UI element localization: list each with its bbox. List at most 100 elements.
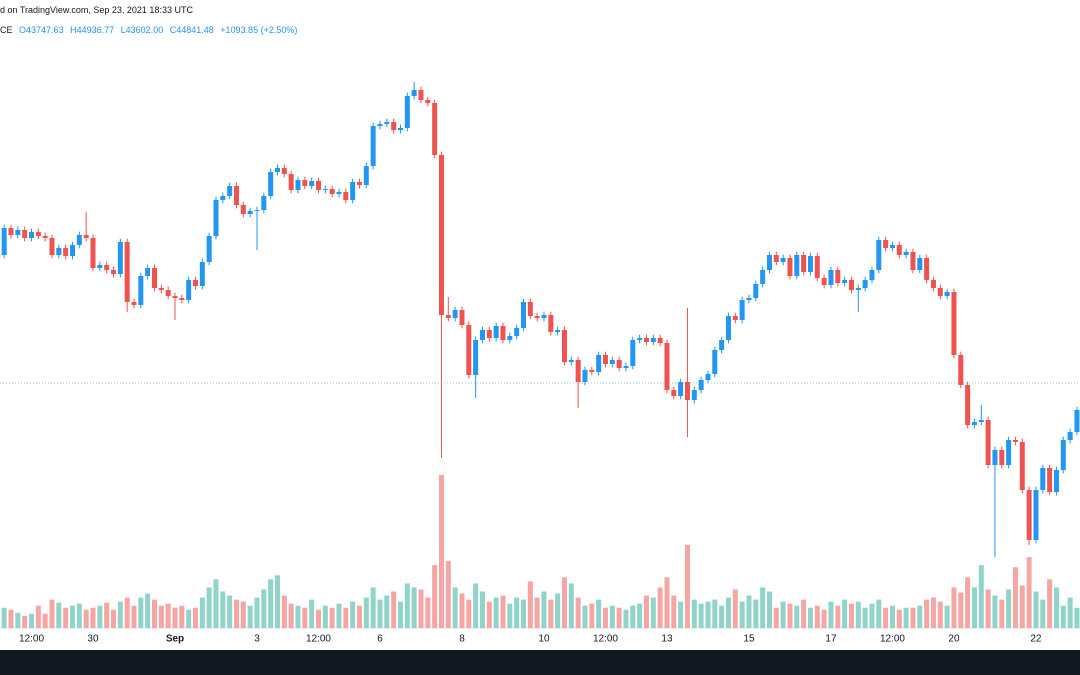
volume-bar xyxy=(965,577,971,628)
volume-bar xyxy=(172,607,178,628)
volume-bar xyxy=(712,599,718,628)
volume-bar xyxy=(363,597,369,628)
candle-body xyxy=(138,276,144,305)
volume-bar xyxy=(575,597,581,628)
volume-bar xyxy=(896,609,902,628)
candle-body xyxy=(1,228,7,255)
ohlc-close: C44841.48 xyxy=(169,25,214,35)
volume-bar xyxy=(336,603,342,628)
candle-body xyxy=(637,338,643,340)
candle-body xyxy=(1047,468,1053,492)
volume-bar xyxy=(937,601,943,628)
candle-body xyxy=(322,189,328,190)
volume-bar xyxy=(35,605,41,628)
candle-body xyxy=(35,232,41,236)
volume-bar xyxy=(397,601,403,628)
candle-body xyxy=(561,330,567,362)
volume-bar xyxy=(842,599,848,628)
volume-bar xyxy=(42,613,48,628)
candle-body xyxy=(548,315,554,332)
volume-bar xyxy=(664,577,670,628)
candle-body xyxy=(568,360,574,362)
volume-bar xyxy=(15,612,21,628)
volume-bar xyxy=(322,605,328,628)
candle-body xyxy=(835,270,841,283)
candle-body xyxy=(15,230,21,235)
volume-bar xyxy=(1006,589,1012,628)
volume-bar xyxy=(971,587,977,628)
candle-body xyxy=(459,310,465,325)
candle-body xyxy=(698,380,704,390)
volume-bar xyxy=(63,607,69,628)
candle-body xyxy=(261,196,267,210)
volume-bar xyxy=(261,589,267,628)
volume-bar xyxy=(596,599,602,628)
candle-body xyxy=(664,343,670,390)
candle-body xyxy=(527,302,533,316)
x-tick-label: 13 xyxy=(661,634,673,645)
candle-body xyxy=(350,182,356,200)
candle-body xyxy=(739,300,745,320)
candle-body xyxy=(295,180,301,190)
candle-body xyxy=(97,265,103,268)
candle-body xyxy=(343,192,349,200)
volume-bar xyxy=(903,607,909,628)
volume-bar xyxy=(650,597,656,628)
candle-body xyxy=(1033,490,1039,540)
volume-bar xyxy=(541,591,547,628)
volume-bar xyxy=(220,591,226,628)
candle-body xyxy=(397,128,403,130)
volume-bar xyxy=(951,587,957,628)
volume-bar xyxy=(445,561,451,628)
volume-bar xyxy=(985,589,991,628)
candle-body xyxy=(117,242,123,274)
candle-body xyxy=(780,258,786,262)
volume-bar xyxy=(97,605,103,628)
candle-body xyxy=(541,315,547,318)
volume-bar xyxy=(404,583,410,628)
candle-body xyxy=(507,336,513,340)
candle-body xyxy=(999,450,1005,465)
candle-body xyxy=(274,168,280,172)
volume-bar xyxy=(910,607,916,628)
volume-bar xyxy=(944,605,950,628)
volume-bar xyxy=(479,591,485,628)
candle-body xyxy=(302,180,308,186)
candle-body xyxy=(268,172,274,196)
candle-body xyxy=(452,310,458,318)
candle-body xyxy=(930,280,936,288)
volume-bar xyxy=(377,599,383,628)
candle-body xyxy=(643,338,649,342)
candle-body xyxy=(29,232,35,238)
volume-bar xyxy=(302,607,308,628)
volume-bar xyxy=(295,605,301,628)
volume-bar xyxy=(90,607,96,628)
candle-body xyxy=(896,245,902,255)
ohlc-low: L43602.00 xyxy=(120,25,164,35)
volume-bar xyxy=(1067,597,1073,628)
volume-bar xyxy=(883,607,889,628)
candle-body xyxy=(329,189,335,194)
symbol: CE xyxy=(0,25,13,35)
candle-body xyxy=(862,280,868,288)
ohlc-legend: CE O43747.63 H44936.77 L43602.00 C44841.… xyxy=(0,25,297,35)
volume-bar xyxy=(500,595,506,628)
volume-bar xyxy=(425,597,431,628)
volume-bar xyxy=(151,599,157,628)
volume-bar xyxy=(268,579,274,628)
volume-bar xyxy=(186,609,192,628)
candle-body xyxy=(889,245,895,248)
candle-body xyxy=(992,450,998,465)
candle-body xyxy=(83,235,89,238)
volume-bar xyxy=(691,599,697,628)
candle-body xyxy=(473,340,479,375)
volume-bar xyxy=(145,593,151,628)
volume-bar xyxy=(227,595,233,628)
volume-bar xyxy=(274,575,280,628)
candle-body xyxy=(602,355,608,364)
volume-bar xyxy=(254,597,260,628)
candle-body xyxy=(42,236,48,238)
volume-bar xyxy=(869,603,875,628)
candle-body xyxy=(883,240,889,248)
volume-bar xyxy=(329,607,335,628)
